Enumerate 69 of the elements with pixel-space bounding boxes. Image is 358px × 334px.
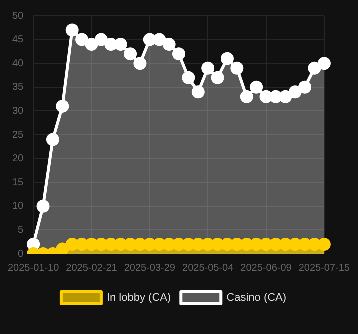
point [114,238,128,251]
y-tick-label: 20 [12,154,24,165]
y-tick-label: 5 [18,224,24,236]
y-tick-label: 35 [12,82,24,94]
point [240,90,254,104]
point [182,71,196,84]
point [56,100,70,113]
point [192,238,205,251]
point [153,238,166,251]
point [250,80,264,94]
point [134,57,147,70]
y-tick-label: 25 [12,130,24,141]
y-tick-label: 0 [18,248,24,260]
point [66,24,79,37]
point [76,33,89,46]
legend-label: Casino (CA) [226,292,287,304]
point [94,33,108,46]
point [172,48,186,61]
y-tick-label: 50 [12,10,24,22]
point [114,38,128,52]
point [124,48,138,61]
point [308,62,322,75]
x-tick-label: 2025-06-09 [240,262,292,274]
point [298,80,312,94]
y-tick-label: 15 [12,177,24,188]
y-tick-label: 10 [12,201,24,212]
legend-label: In lobby (CA) [106,292,172,304]
point [260,90,273,104]
point [36,200,50,213]
point [211,71,224,84]
point [94,238,108,251]
point [318,57,331,70]
point [182,238,196,251]
point [202,238,215,251]
point [220,238,234,251]
point [104,38,118,52]
point [134,238,147,251]
x-tick-label: 2025-02-21 [66,262,118,274]
y-tick-label: 40 [12,58,24,70]
point [85,38,98,52]
point [279,90,292,104]
x-tick-label: 2025-03-29 [124,262,176,274]
point [192,86,205,99]
point [269,90,282,104]
point [288,238,302,251]
point [269,238,282,251]
point [76,238,89,251]
point [288,86,302,99]
x-tick-label: 2025-07-15 [298,262,350,274]
point [153,33,166,46]
point [202,62,215,75]
point [230,62,244,75]
y-tick-label: 30 [12,106,24,117]
point [66,238,79,251]
x-tick-label: 2025-01-10 [8,262,60,274]
y-tick-label: 45 [12,34,24,46]
point [124,238,138,251]
point [46,133,60,146]
point [298,238,312,251]
point [104,238,118,251]
point [162,38,176,52]
point [220,52,234,66]
point [250,238,264,251]
point [56,242,70,254]
point [172,238,186,251]
point [279,238,292,251]
x-tick-label: 2025-05-04 [182,262,234,274]
point [230,238,244,251]
point [318,238,331,251]
